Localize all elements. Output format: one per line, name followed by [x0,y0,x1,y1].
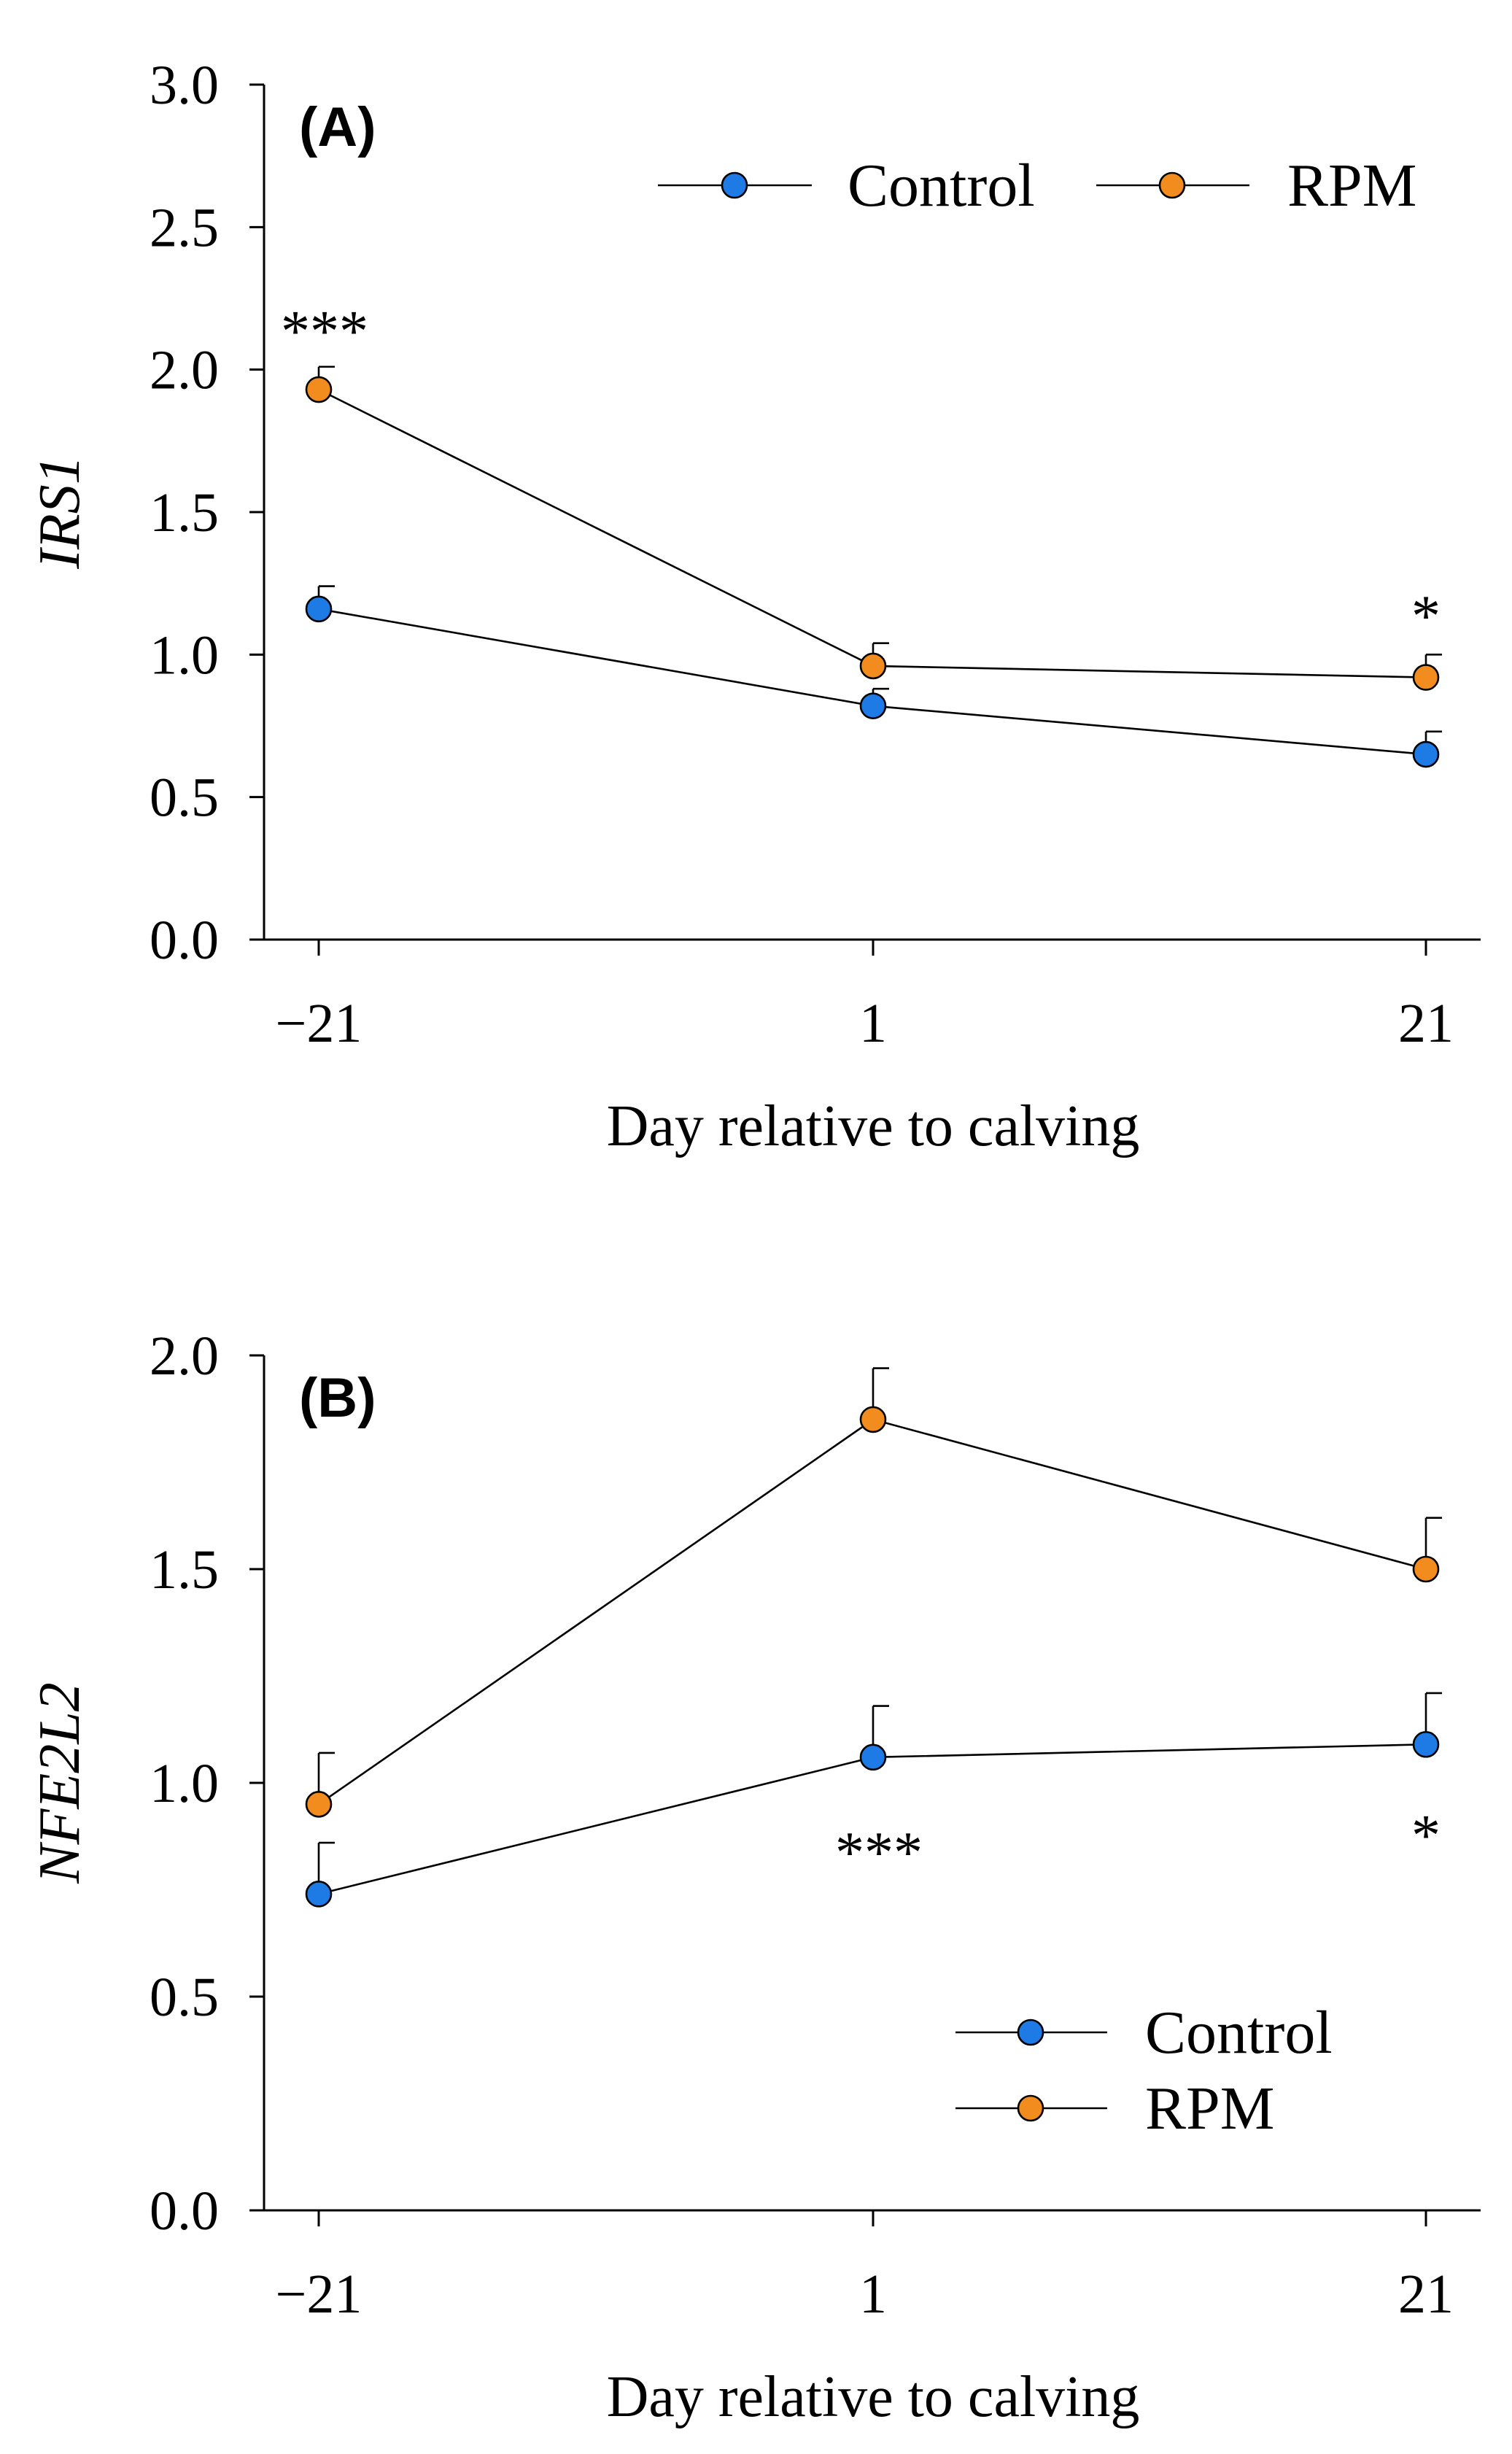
y-axis-title: IRS1 [28,455,92,570]
data-point-control [1412,740,1440,768]
y-tick-label: 1.5 [150,1539,219,1600]
x-axis-title: Day relative to calving [607,1094,1140,1158]
data-point-control [305,595,333,623]
panel-a: 0.0 0.5 1.0 1.5 2.0 2.5 3.0 −21 1 21 Day relative … [28,55,1481,1158]
data-point-control [859,1743,887,1771]
legend-label-rpm: RPM [1145,2075,1274,2143]
series-line-control [318,608,1427,756]
y-tick-label: 0.5 [150,1967,219,2028]
y-tick-label: 0.0 [150,2180,219,2242]
y-tick-label: 2.0 [150,340,219,401]
y-tick-label: 3.0 [150,55,219,116]
data-point-rpm [859,652,887,680]
x-axis-title: Day relative to calving [607,2365,1140,2429]
x-tick-label: 21 [1398,993,1454,1054]
legend-marker-rpm [1017,2094,1044,2122]
data-point-rpm [305,376,333,403]
y-tick-label: 1.0 [150,624,219,686]
y-tick-label: 1.0 [150,1753,219,1814]
y-tick-label: 2.5 [150,197,219,258]
data-point-rpm [1412,664,1440,691]
legend-label-rpm: RPM [1287,152,1416,220]
legend: Control RPM [658,152,1416,220]
y-tick-label: 0.5 [150,767,219,829]
data-point-control [305,1881,333,1908]
significance-marker: * [1411,584,1441,649]
data-point-rpm [305,1791,333,1818]
data-point-rpm [859,1406,887,1433]
legend: Control RPM [955,1999,1333,2143]
x-tick-label: 1 [859,993,887,1054]
y-tick-label: 1.5 [150,482,219,543]
y-axis-title: NFE2L2 [28,1682,92,1884]
y-tick-label: 0.0 [150,910,219,971]
legend-marker-control [1017,2018,1044,2046]
data-point-control [1412,1730,1440,1758]
series-line-rpm [318,388,1427,678]
y-tick-label: 2.0 [150,1325,219,1387]
legend-marker-control [721,171,748,199]
panel-label: (A) [299,96,376,158]
x-tick-label: 21 [1398,2264,1454,2325]
x-tick-label: −21 [276,993,363,1054]
x-tick-label: −21 [276,2264,363,2325]
data-point-control [859,692,887,719]
panel-label: (B) [299,1367,376,1429]
significance-marker: *** [835,1821,923,1885]
legend-label-control: Control [1145,1999,1333,2067]
panel-b: 0.0 0.5 1.0 1.5 2.0 −21 1 21 Day relative to cal… [28,1325,1481,2429]
legend-marker-rpm [1158,171,1186,199]
data-point-rpm [1412,1555,1440,1583]
significance-marker: *** [281,299,368,363]
legend-label-control: Control [848,152,1035,220]
x-tick-label: 1 [859,2264,887,2325]
significance-marker: * [1411,1804,1441,1868]
